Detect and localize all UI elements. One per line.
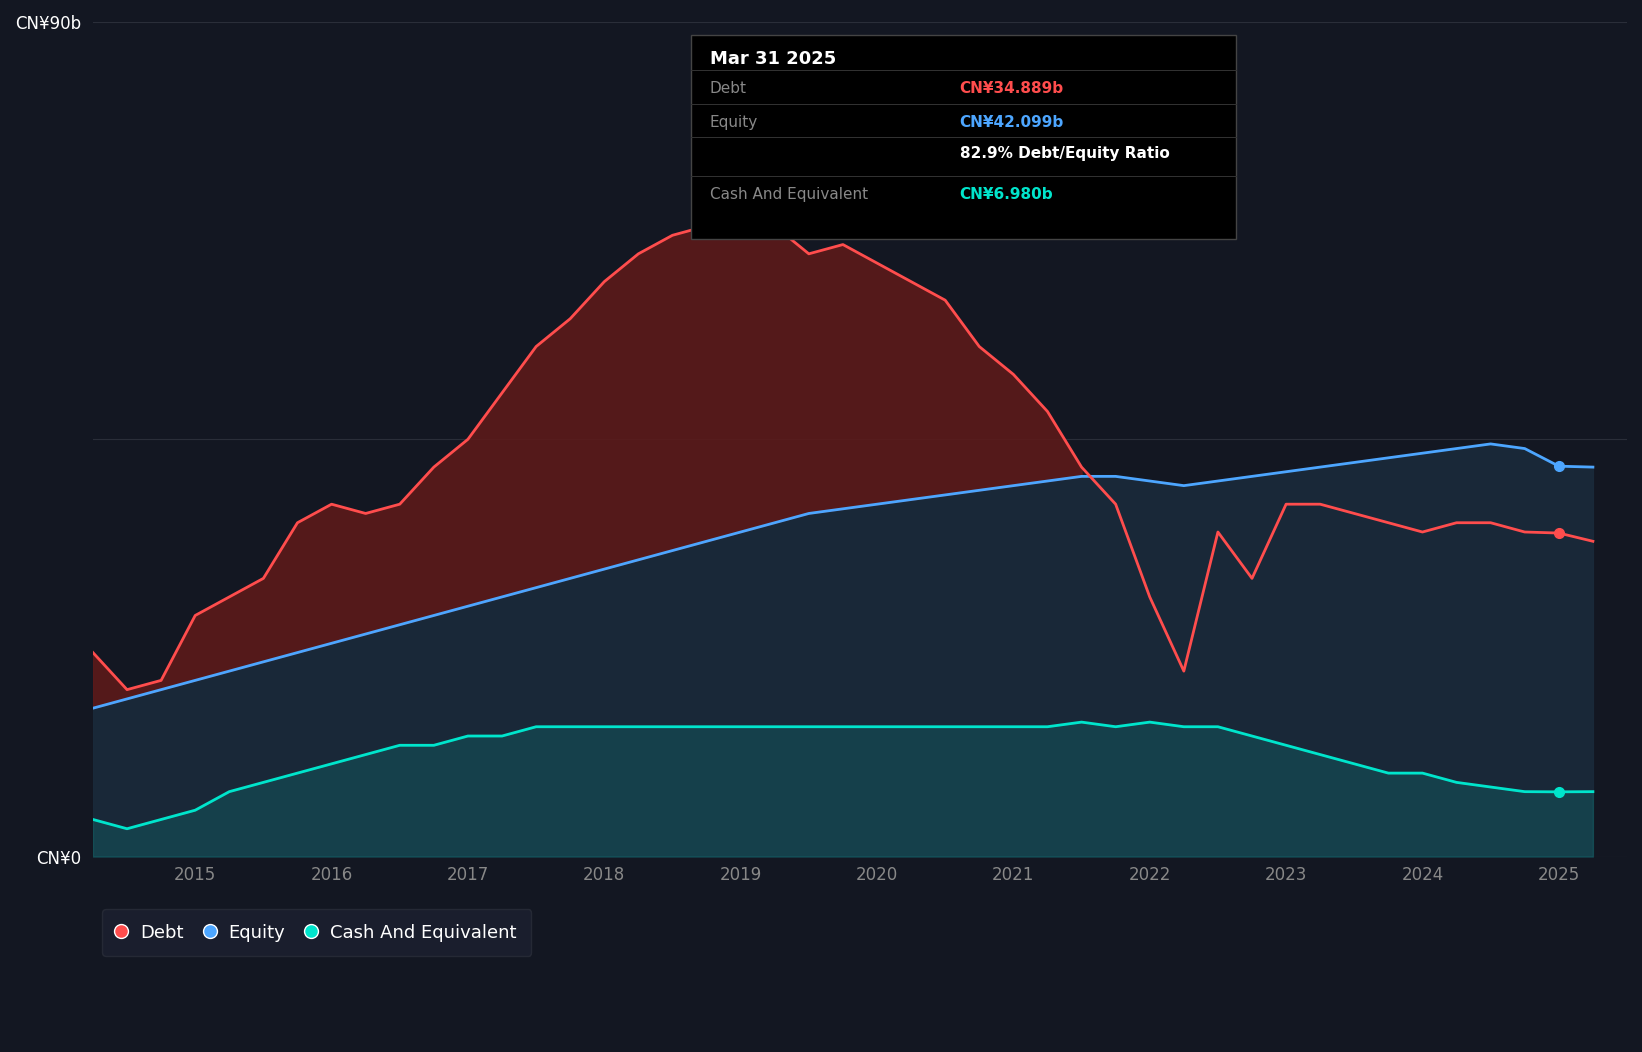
Text: Mar 31 2025: Mar 31 2025 [709,49,836,67]
Text: Debt: Debt [709,81,747,97]
Text: CN¥34.889b: CN¥34.889b [959,81,1064,97]
Text: CN¥6.980b: CN¥6.980b [959,187,1053,202]
Legend: Debt, Equity, Cash And Equivalent: Debt, Equity, Cash And Equivalent [102,909,532,956]
Text: CN¥42.099b: CN¥42.099b [959,115,1064,129]
Text: 82.9% Debt/Equity Ratio: 82.9% Debt/Equity Ratio [959,146,1169,161]
Text: Equity: Equity [709,115,759,129]
Text: Cash And Equivalent: Cash And Equivalent [709,187,867,202]
FancyBboxPatch shape [691,35,1236,239]
